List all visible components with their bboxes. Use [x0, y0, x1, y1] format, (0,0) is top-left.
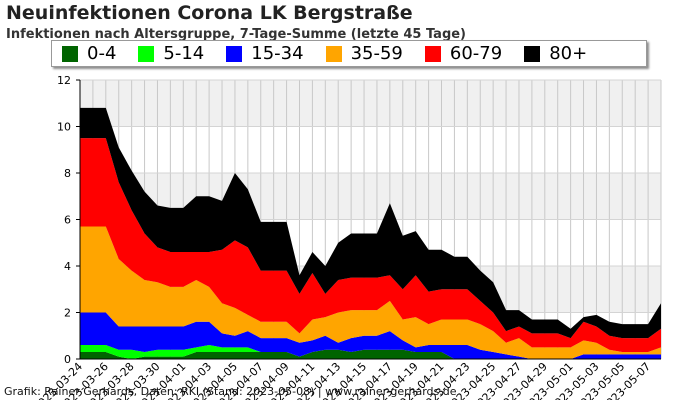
chart-subtitle: Infektionen nach Altersgruppe, 7-Tage-Su… [6, 27, 467, 42]
y-tick-label: 0 [64, 353, 71, 366]
legend-label: 15-34 [251, 43, 304, 64]
legend-swatch [524, 45, 541, 62]
legend-item: 5-14 [138, 43, 204, 64]
area-series-60-79 [80, 138, 661, 353]
legend-item: 0-4 [62, 43, 116, 64]
area-series-5-14 [80, 345, 661, 359]
area-series-35-59 [80, 226, 661, 359]
background-band [80, 80, 661, 127]
legend-swatch [62, 45, 78, 62]
legend-label: 5-14 [163, 43, 205, 64]
legend-label: 80+ [549, 43, 588, 64]
area-series-0-4 [80, 349, 661, 359]
y-tick-label: 10 [57, 121, 71, 134]
area-series-80+ [80, 107, 661, 339]
legend-swatch [138, 45, 155, 62]
legend-item: 80+ [524, 43, 587, 64]
y-tick-label: 8 [64, 167, 71, 180]
background-band [80, 126, 661, 173]
legend-swatch [226, 45, 243, 62]
chart-title: Neuinfektionen Corona LK Bergstraße [6, 2, 413, 24]
y-tick-label: 4 [64, 260, 71, 273]
stacked-area-series [80, 107, 661, 359]
legend-label: 0-4 [87, 43, 117, 64]
y-tick-labels: 0 2 4 6 8 10 12 [57, 74, 80, 366]
y-tick-label: 2 [64, 307, 71, 320]
legend: 0-4 5-14 15-34 35-59 60-79 80+ [51, 40, 647, 67]
footer-credit: Grafik: Rainer Gerhards, Daten: RKI (Sta… [4, 385, 457, 398]
legend-item: 35-59 [325, 43, 403, 64]
legend-label: 35-59 [350, 43, 403, 64]
y-tick-label: 6 [64, 214, 71, 227]
legend-swatch [325, 45, 342, 62]
legend-swatch [424, 45, 441, 62]
y-tick-label: 12 [57, 74, 71, 87]
legend-label: 60-79 [449, 43, 503, 64]
legend-item: 60-79 [424, 43, 503, 64]
legend-item: 15-34 [226, 43, 304, 64]
